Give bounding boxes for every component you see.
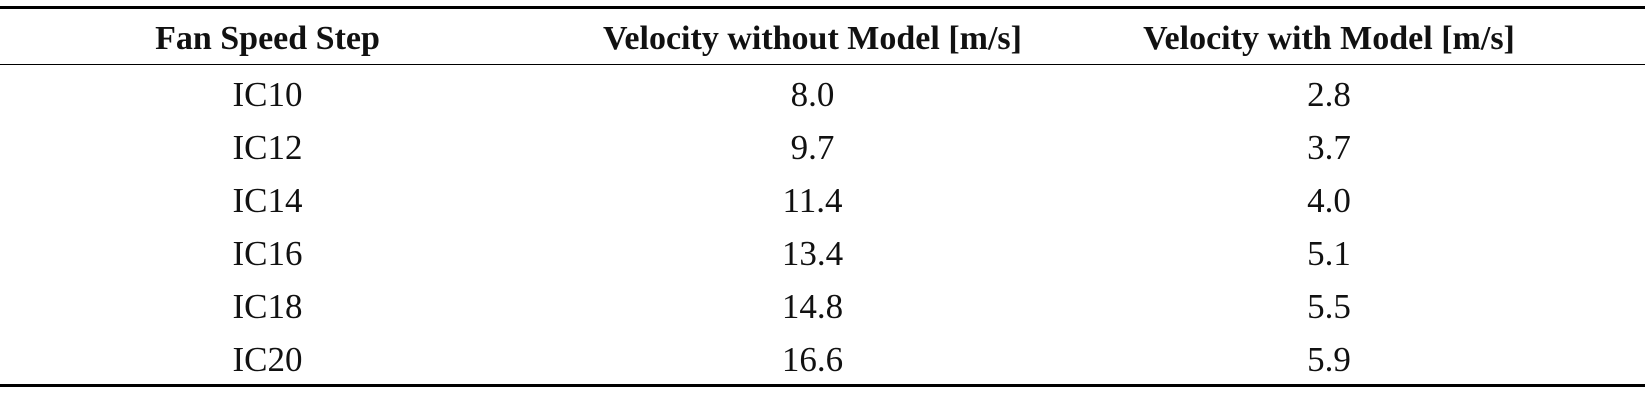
table-cell: 9.7 bbox=[790, 128, 835, 167]
table-cell: 5.1 bbox=[1307, 234, 1351, 273]
header-cell: Fan Speed Step bbox=[155, 20, 380, 57]
table-cell: IC20 bbox=[232, 340, 303, 379]
table-cell: 5.5 bbox=[1307, 287, 1351, 326]
table-cell: 2.8 bbox=[1307, 75, 1351, 114]
table-cell: IC12 bbox=[232, 128, 303, 167]
table-cell: 11.4 bbox=[782, 181, 843, 220]
table-cell: IC10 bbox=[232, 75, 303, 114]
table-cell: 16.6 bbox=[781, 340, 844, 379]
table-cell: 8.0 bbox=[790, 75, 835, 114]
bottom-rule bbox=[0, 384, 1645, 387]
header-cell: Velocity with Model [m/s] bbox=[1143, 20, 1515, 57]
header-rule bbox=[0, 64, 1645, 65]
table-cell: 14.8 bbox=[781, 287, 844, 326]
table-cell: 13.4 bbox=[781, 234, 844, 273]
table-cell: IC14 bbox=[232, 181, 303, 220]
table-cell: 5.9 bbox=[1307, 340, 1351, 379]
table-cell: IC18 bbox=[232, 287, 303, 326]
table-cell: 4.0 bbox=[1307, 181, 1351, 220]
table-cell: 3.7 bbox=[1307, 128, 1351, 167]
table-cell: IC16 bbox=[232, 234, 303, 273]
top-rule bbox=[0, 6, 1645, 9]
header-cell: Velocity without Model [m/s] bbox=[603, 20, 1022, 57]
